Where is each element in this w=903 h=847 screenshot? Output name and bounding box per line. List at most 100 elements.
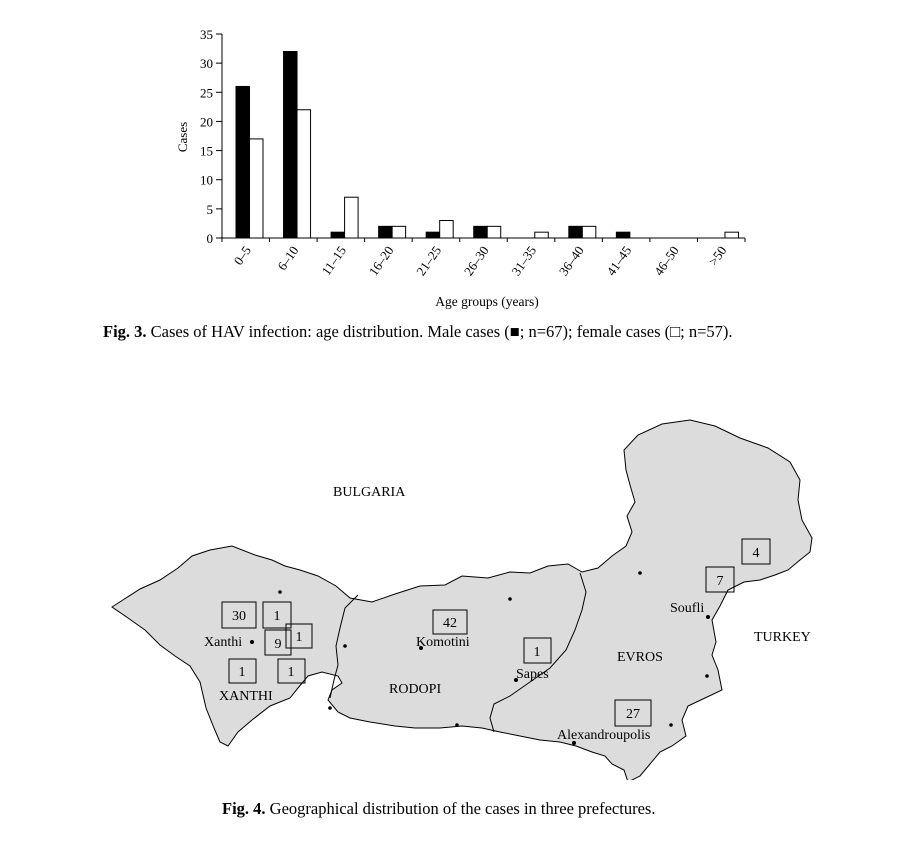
case-box [741,538,771,565]
map-labels: BULGARIA TURKEY XANTHI RODOPI EVROS Xant… [204,485,811,743]
bar [425,231,441,239]
village-dot [669,723,673,727]
case-count: 1 [288,665,295,680]
map-land [111,419,813,780]
bar [378,225,393,239]
case-count: 1 [239,665,246,680]
town-dot-alexandroupolis [572,741,576,745]
case-box [705,566,735,593]
town-dot-sapes [514,678,518,682]
case-count: 9 [275,637,282,652]
bar [283,50,298,239]
figure-3-caption: Fig. 3. Cases of HAV infection: age dist… [103,322,733,342]
case-count: 1 [274,609,281,624]
town-label-xanthi: Xanthi [204,635,242,650]
prefecture-label-evros: EVROS [617,650,663,665]
x-tick-label: 26–30 [461,243,492,278]
bar [249,138,264,239]
village-dot [638,571,642,575]
x-tick-label: 11–15 [318,243,349,278]
figure-4-caption: Fig. 4. Geographical distribution of the… [222,799,655,819]
village-dot [455,723,459,727]
town-label-komotini: Komotini [416,635,470,650]
prefecture-border-rodopi-evros [489,572,587,733]
x-tick-label: 41–45 [603,243,634,278]
case-boxes: 30 1 9 1 1 1 42 1 4 7 27 [221,538,771,727]
town-label-sapes: Sapes [516,667,549,682]
land-shape [111,419,813,780]
case-count: 30 [232,609,246,624]
case-count: 4 [753,546,760,561]
y-tick-label: 5 [207,202,214,217]
bar [296,109,312,239]
x-tick-label: 21–25 [413,243,444,278]
prefecture-border-xanthi-rodopi [329,594,359,699]
x-tick-label: 16–20 [366,243,397,278]
x-tick-label: 36–40 [556,243,587,278]
y-tick-label: 30 [200,56,213,71]
age-distribution-chart: 0 5 10 15 20 25 30 35 0–5 6–10 11–15 16–20 21–25 26–… [175,27,746,309]
x-axis: 0–5 6–10 11–15 16–20 21–25 26–30 31–35 36–40 41–… [221,237,746,278]
village-dot [343,644,347,648]
town-label-alexandroupolis: Alexandroupolis [557,728,650,743]
bar [235,85,250,239]
case-box [285,623,313,649]
country-label-bulgaria: BULGARIA [333,485,406,500]
village-dot [278,590,282,594]
prefecture-label-xanthi: XANTHI [219,689,273,704]
figure-4-label: Fig. 4. [222,799,266,818]
case-count: 42 [443,616,457,631]
x-tick-label: 46–50 [651,243,682,278]
case-box [228,658,257,684]
case-count: 7 [717,574,724,589]
case-box [262,601,292,629]
bar [330,231,346,239]
bar [724,231,739,239]
case-box [264,629,292,656]
x-tick-label: 0–5 [230,243,253,268]
y-tick-label: 15 [200,144,213,159]
prefecture-label-rodopi: RODOPI [389,682,441,697]
case-box [221,601,257,629]
case-box [523,637,552,664]
figure-4-caption-text: Geographical distribution of the cases i… [269,799,656,818]
case-count: 27 [626,707,640,722]
village-dot [328,706,332,710]
bar [439,220,454,239]
bar [534,231,549,239]
town-label-soufli: Soufli [670,601,704,616]
figure-3-label: Fig. 3. [103,322,147,341]
y-axis-label: Cases [175,122,190,152]
x-tick-label: 6–10 [274,243,301,273]
case-box [277,658,306,684]
bars [235,50,739,239]
prefectures-map: 30 1 9 1 1 1 42 1 4 7 27 BULGARIA TURKEY… [111,419,813,780]
town-dot-komotini [419,646,423,650]
x-tick-label: >50 [705,243,729,268]
bar [486,225,502,239]
town-dot-xanthi [250,640,254,644]
case-count: 1 [296,630,303,645]
country-label-turkey: TURKEY [754,630,811,645]
figure-3-caption-text: Cases of HAV infection: age distribution… [150,322,733,341]
y-tick-label: 25 [200,85,213,100]
y-tick-label: 20 [200,114,213,129]
town-markers [250,571,710,745]
bar [391,225,407,239]
village-dot [508,597,512,601]
x-axis-label: Age groups (years) [435,294,538,309]
case-box [614,699,652,727]
case-count: 1 [534,645,541,660]
bar [581,225,597,239]
bar [473,225,488,239]
y-axis: 0 5 10 15 20 25 30 35 [200,27,223,246]
y-tick-label: 35 [200,27,213,42]
x-tick-label: 31–35 [508,243,539,278]
bar [344,196,359,239]
bar [568,225,583,239]
case-box [432,609,468,635]
town-dot-soufli [706,615,710,619]
y-tick-label: 10 [200,173,213,188]
village-dot [705,674,709,678]
bar [615,231,631,239]
